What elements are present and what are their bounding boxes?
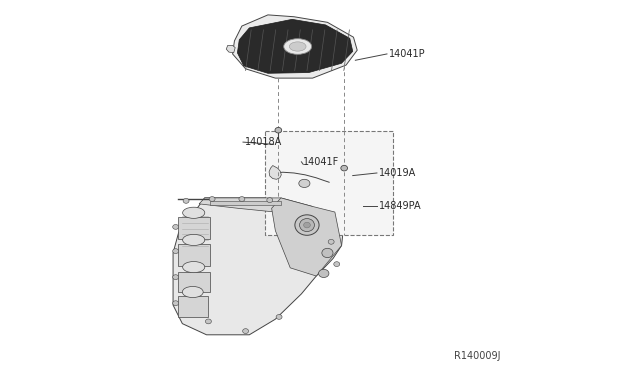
Polygon shape	[178, 296, 207, 317]
Text: 14849PA: 14849PA	[379, 202, 421, 211]
Ellipse shape	[299, 179, 310, 187]
Ellipse shape	[334, 262, 340, 266]
Ellipse shape	[173, 248, 179, 254]
Polygon shape	[173, 198, 344, 335]
Ellipse shape	[284, 39, 312, 54]
Ellipse shape	[319, 269, 329, 278]
Polygon shape	[178, 217, 209, 239]
Polygon shape	[227, 45, 235, 53]
Ellipse shape	[295, 215, 319, 235]
Ellipse shape	[182, 286, 203, 298]
Ellipse shape	[322, 248, 333, 257]
Polygon shape	[265, 131, 392, 235]
Ellipse shape	[182, 207, 205, 218]
Ellipse shape	[182, 262, 205, 273]
Ellipse shape	[289, 42, 306, 51]
Ellipse shape	[205, 319, 211, 324]
Ellipse shape	[209, 196, 215, 201]
Ellipse shape	[341, 165, 348, 171]
Ellipse shape	[173, 224, 179, 229]
Polygon shape	[199, 198, 312, 212]
Ellipse shape	[276, 315, 282, 319]
Ellipse shape	[300, 219, 314, 231]
Ellipse shape	[243, 329, 248, 333]
Ellipse shape	[328, 240, 334, 244]
Text: 14019A: 14019A	[379, 168, 416, 178]
Ellipse shape	[267, 198, 273, 202]
Polygon shape	[232, 15, 357, 78]
Ellipse shape	[173, 301, 179, 306]
Polygon shape	[271, 198, 342, 276]
Ellipse shape	[275, 127, 282, 133]
Polygon shape	[237, 19, 353, 73]
Ellipse shape	[173, 275, 179, 280]
Ellipse shape	[183, 198, 189, 203]
Text: 14041F: 14041F	[303, 157, 339, 167]
Polygon shape	[211, 201, 281, 205]
Text: 14018A: 14018A	[245, 137, 282, 147]
Polygon shape	[269, 166, 282, 179]
Ellipse shape	[303, 222, 310, 228]
Text: R140009J: R140009J	[454, 351, 500, 361]
Ellipse shape	[182, 234, 205, 246]
Polygon shape	[178, 244, 209, 266]
Text: 14041P: 14041P	[389, 49, 426, 59]
Polygon shape	[178, 272, 209, 292]
Ellipse shape	[239, 196, 245, 201]
